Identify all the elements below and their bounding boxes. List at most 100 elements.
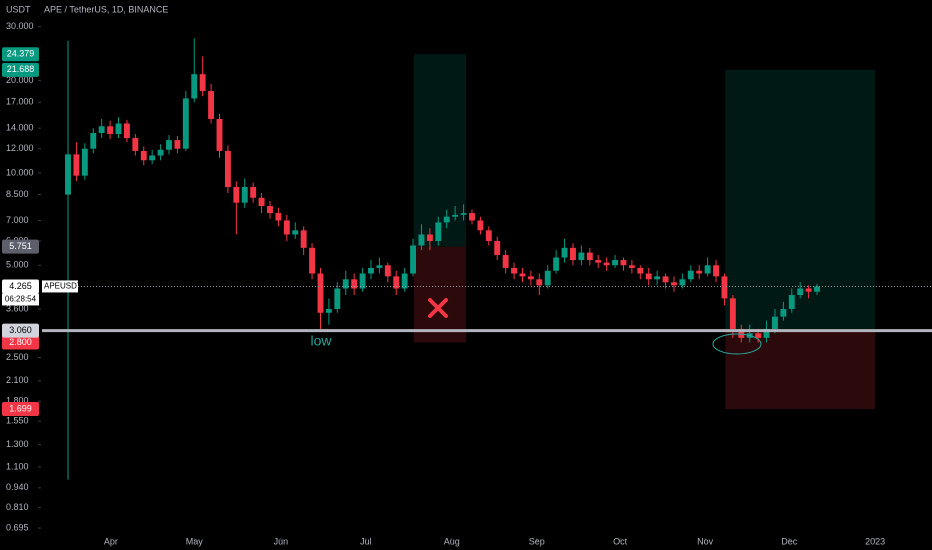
y-tick-label: 17.000 xyxy=(6,97,34,107)
stop-price-box xyxy=(2,335,39,350)
candle-body xyxy=(224,150,231,187)
candle-body xyxy=(410,245,417,274)
candle-body xyxy=(199,74,206,92)
candle-body xyxy=(182,98,189,149)
x-tick-label: Sep xyxy=(529,536,545,546)
candle-body xyxy=(90,132,97,149)
candle-body xyxy=(393,276,400,289)
y-tick-label: 14.000 xyxy=(6,123,34,133)
x-tick-label: Oct xyxy=(613,536,628,546)
candle-body xyxy=(81,148,88,176)
x-tick-label: Dec xyxy=(781,536,798,546)
symbol-label: APEUSDT xyxy=(44,282,82,291)
candle-body xyxy=(309,247,316,274)
y-tick-label: 7.000 xyxy=(6,215,29,225)
candle-body xyxy=(73,154,80,176)
target-price-box xyxy=(2,47,39,62)
candle-body xyxy=(241,186,248,203)
candle-body xyxy=(570,247,576,261)
y-tick-label: 12.000 xyxy=(6,143,34,153)
candle-body xyxy=(460,213,467,215)
candle-body xyxy=(283,220,290,235)
candle-body xyxy=(578,252,585,261)
candle-body xyxy=(208,91,215,119)
y-tick-label: 0.695 xyxy=(6,522,29,532)
candle-body xyxy=(469,213,475,221)
candle-body xyxy=(586,252,593,261)
candle-body xyxy=(763,328,770,338)
candle-body xyxy=(780,309,787,317)
x-tick-label: Nov xyxy=(697,536,714,546)
candle-body xyxy=(477,220,484,231)
cross-mark xyxy=(428,298,448,318)
candle-body xyxy=(149,155,156,161)
candle-body xyxy=(275,213,282,221)
candle-body xyxy=(368,267,374,274)
candle-body xyxy=(519,273,526,277)
y-tick-label: 30.000 xyxy=(6,21,34,31)
y-tick-label: 2.100 xyxy=(6,375,29,385)
entry-price-label: 5.751 xyxy=(9,241,32,251)
candle-body xyxy=(359,273,366,289)
candle-body xyxy=(544,270,551,286)
stop-price-label: 1.699 xyxy=(9,403,32,413)
line-price-label: 3.060 xyxy=(9,325,32,335)
currency-label: USDT xyxy=(6,4,31,14)
x-tick-label: 2023 xyxy=(865,536,885,546)
candle-body xyxy=(485,230,492,241)
candle-body xyxy=(98,126,105,133)
candle-body xyxy=(654,276,661,280)
last-price-label: 4.265 xyxy=(9,281,32,291)
stop-zone xyxy=(413,246,467,343)
y-tick-label: 1.100 xyxy=(6,461,29,471)
x-tick-label: Aug xyxy=(444,536,460,546)
candle-body xyxy=(216,118,223,151)
candle-body xyxy=(115,123,122,134)
candle-body xyxy=(174,140,181,149)
x-tick-label: Apr xyxy=(104,536,118,546)
entry-price-box xyxy=(2,239,39,254)
candle-body xyxy=(721,276,728,299)
y-tick-label: 8.500 xyxy=(6,189,29,199)
candle-body xyxy=(595,260,602,263)
candle-body xyxy=(612,260,618,266)
target-price-label: 21.688 xyxy=(7,64,35,74)
candle-body xyxy=(679,279,686,286)
candle-body xyxy=(536,279,543,286)
x-tick-label: May xyxy=(186,536,204,546)
x-tick-label: Jul xyxy=(360,536,372,546)
y-tick-label: 1.550 xyxy=(6,416,29,426)
candle-body xyxy=(452,214,459,217)
stop-price-box xyxy=(2,402,39,417)
target-zone xyxy=(413,54,467,247)
candle-body xyxy=(435,222,442,241)
plot-area: APEUSDT xyxy=(42,38,932,480)
candle-body xyxy=(805,288,812,292)
y-tick-label: 0.940 xyxy=(6,482,29,492)
countdown-label: 06:28:54 xyxy=(5,295,37,304)
candle-body xyxy=(553,257,560,271)
target-price-box xyxy=(2,62,39,77)
stop-price-label: 2.800 xyxy=(9,337,32,347)
candle-body xyxy=(671,282,677,286)
y-tick-label: 20.000 xyxy=(6,75,34,85)
candle-body xyxy=(292,230,299,235)
candle-body xyxy=(426,234,433,241)
candle-body xyxy=(384,265,391,277)
candle-body xyxy=(401,273,408,289)
candle-body xyxy=(325,309,332,313)
target-price-label: 24.379 xyxy=(7,49,35,59)
candle-body xyxy=(637,267,644,274)
candle-body xyxy=(561,247,568,258)
candle-body xyxy=(107,126,114,134)
annotation: low xyxy=(310,333,332,349)
candle-body xyxy=(258,197,265,207)
candle-body xyxy=(696,270,703,274)
candle-body xyxy=(233,186,240,203)
candle-body xyxy=(704,265,711,274)
candle-body xyxy=(65,154,71,195)
candle-body xyxy=(191,74,198,99)
candle-body xyxy=(502,255,509,268)
